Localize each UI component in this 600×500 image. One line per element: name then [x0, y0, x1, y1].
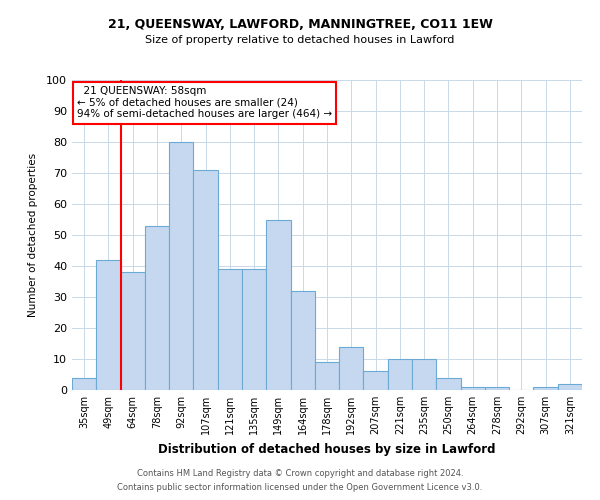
Bar: [315, 362, 339, 390]
Text: Size of property relative to detached houses in Lawford: Size of property relative to detached ho…: [145, 35, 455, 45]
Bar: [169, 142, 193, 390]
Text: 21 QUEENSWAY: 58sqm
← 5% of detached houses are smaller (24)
94% of semi-detache: 21 QUEENSWAY: 58sqm ← 5% of detached hou…: [77, 86, 332, 120]
Bar: [436, 378, 461, 390]
Bar: [364, 372, 388, 390]
Text: Contains HM Land Registry data © Crown copyright and database right 2024.: Contains HM Land Registry data © Crown c…: [137, 468, 463, 477]
Bar: [145, 226, 169, 390]
Bar: [388, 359, 412, 390]
Bar: [412, 359, 436, 390]
Bar: [72, 378, 96, 390]
Bar: [266, 220, 290, 390]
Y-axis label: Number of detached properties: Number of detached properties: [28, 153, 38, 317]
Bar: [242, 269, 266, 390]
X-axis label: Distribution of detached houses by size in Lawford: Distribution of detached houses by size …: [158, 442, 496, 456]
Bar: [461, 387, 485, 390]
Bar: [193, 170, 218, 390]
Bar: [290, 291, 315, 390]
Bar: [121, 272, 145, 390]
Text: 21, QUEENSWAY, LAWFORD, MANNINGTREE, CO11 1EW: 21, QUEENSWAY, LAWFORD, MANNINGTREE, CO1…: [107, 18, 493, 30]
Bar: [218, 269, 242, 390]
Bar: [558, 384, 582, 390]
Bar: [96, 260, 121, 390]
Bar: [485, 387, 509, 390]
Text: Contains public sector information licensed under the Open Government Licence v3: Contains public sector information licen…: [118, 484, 482, 492]
Bar: [533, 387, 558, 390]
Bar: [339, 346, 364, 390]
